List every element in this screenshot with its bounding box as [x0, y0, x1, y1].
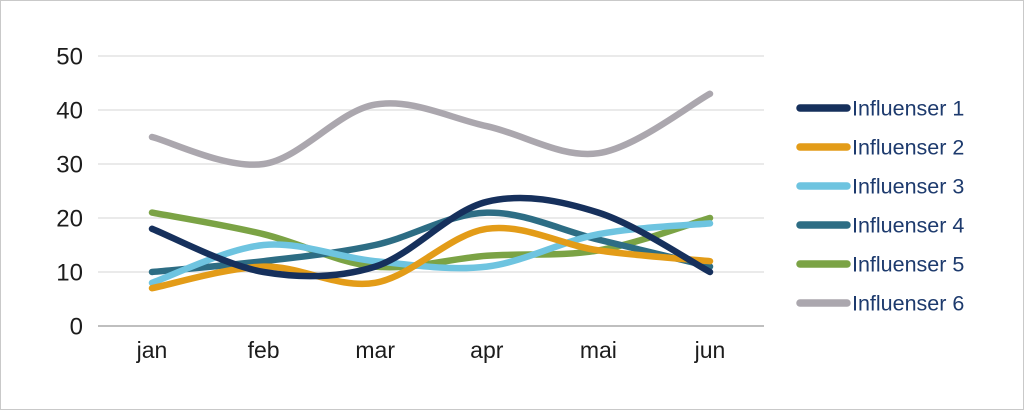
legend-label-influenser-1: Influenser 1 — [852, 97, 964, 121]
line-influenser-1 — [148, 194, 714, 280]
x-axis-label-jan: jan — [136, 337, 168, 363]
y-axis-label-0: 0 — [70, 314, 83, 341]
legend-item-influenser-4: Influenser 4 — [796, 214, 964, 238]
x-axis-label-jun: jun — [694, 337, 726, 363]
line-influenser-4 — [148, 209, 714, 276]
y-axis-label-50: 50 — [56, 44, 83, 71]
y-axis-label-40: 40 — [56, 98, 83, 125]
line-influenser-5 — [148, 209, 714, 271]
x-axis-labels: jan feb mar apr mai jun — [136, 337, 726, 363]
legend-item-influenser-3: Influenser 3 — [796, 175, 964, 199]
legend-item-influenser-6: Influenser 6 — [796, 292, 964, 316]
line-influenser-3 — [148, 220, 714, 287]
series-lines — [148, 90, 714, 292]
y-axis-label-30: 30 — [56, 152, 83, 179]
legend-label-influenser-5: Influenser 5 — [852, 253, 964, 277]
gridlines — [98, 55, 764, 327]
y-axis-label-10: 10 — [56, 260, 83, 287]
legend: Influenser 1 Influenser 2 Influenser 3 Infl… — [796, 97, 964, 316]
x-axis-label-mar: mar — [355, 337, 395, 363]
legend-label-influenser-3: Influenser 3 — [852, 175, 964, 199]
line-influenser-6 — [148, 90, 714, 168]
legend-label-influenser-2: Influenser 2 — [852, 136, 964, 160]
x-axis-label-feb: feb — [248, 337, 280, 363]
legend-item-influenser-5: Influenser 5 — [796, 253, 964, 277]
legend-item-influenser-1: Influenser 1 — [796, 97, 964, 121]
x-axis-label-apr: apr — [470, 337, 504, 363]
x-axis-label-mai: mai — [580, 337, 617, 363]
legend-label-influenser-6: Influenser 6 — [852, 292, 964, 316]
legend-label-influenser-4: Influenser 4 — [852, 214, 964, 238]
legend-item-influenser-2: Influenser 2 — [796, 136, 964, 160]
y-axis-labels: 0 10 20 30 40 50 — [56, 44, 83, 341]
y-axis-label-20: 20 — [56, 206, 83, 233]
